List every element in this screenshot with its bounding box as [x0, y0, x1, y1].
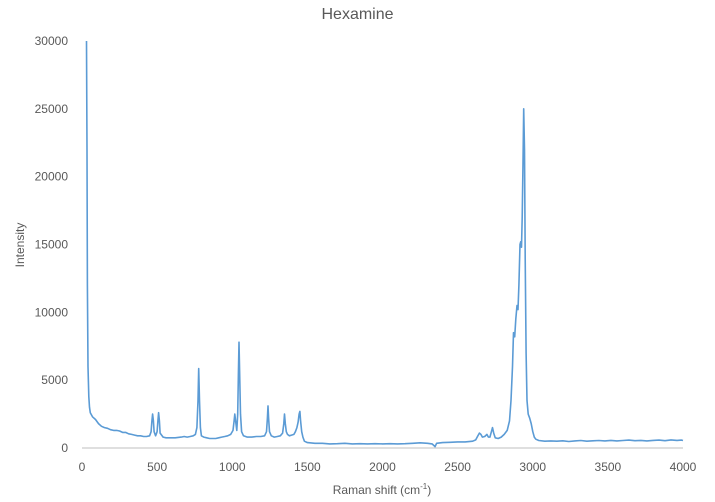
y-tick-labels: 0 5000 10000 15000 20000 25000 30000 — [35, 34, 69, 455]
x-tick-label: 500 — [147, 460, 167, 474]
chart-title: Hexamine — [321, 6, 394, 23]
y-tick-label: 15000 — [35, 238, 69, 252]
x-tick-label: 2000 — [369, 460, 396, 474]
y-tick-label: 10000 — [35, 305, 69, 319]
x-tick-label: 3000 — [519, 460, 546, 474]
x-tick-label: 1500 — [294, 460, 321, 474]
y-tick-label: 0 — [61, 441, 68, 455]
x-axis-title-main: Raman shift (cm — [333, 483, 420, 497]
x-axis-title-close: ) — [427, 483, 431, 497]
y-tick-label: 20000 — [35, 170, 69, 184]
x-tick-label: 3500 — [595, 460, 622, 474]
y-axis-title: Intensity — [13, 223, 27, 268]
y-tick-label: 25000 — [35, 102, 69, 116]
y-tick-label: 30000 — [35, 34, 69, 48]
x-tick-label: 1000 — [219, 460, 246, 474]
x-tick-labels: 0 500 1000 1500 2000 2500 3000 3500 4000 — [79, 460, 697, 474]
series-line-hexamine — [85, 40, 684, 448]
x-axis-title: Raman shift (cm-1) — [333, 482, 431, 497]
x-tick-label: 2500 — [444, 460, 471, 474]
y-tick-label: 5000 — [41, 373, 68, 387]
x-tick-label: 4000 — [670, 460, 697, 474]
x-tick-label: 0 — [79, 460, 86, 474]
x-axis-title-superscript: -1 — [420, 482, 428, 491]
